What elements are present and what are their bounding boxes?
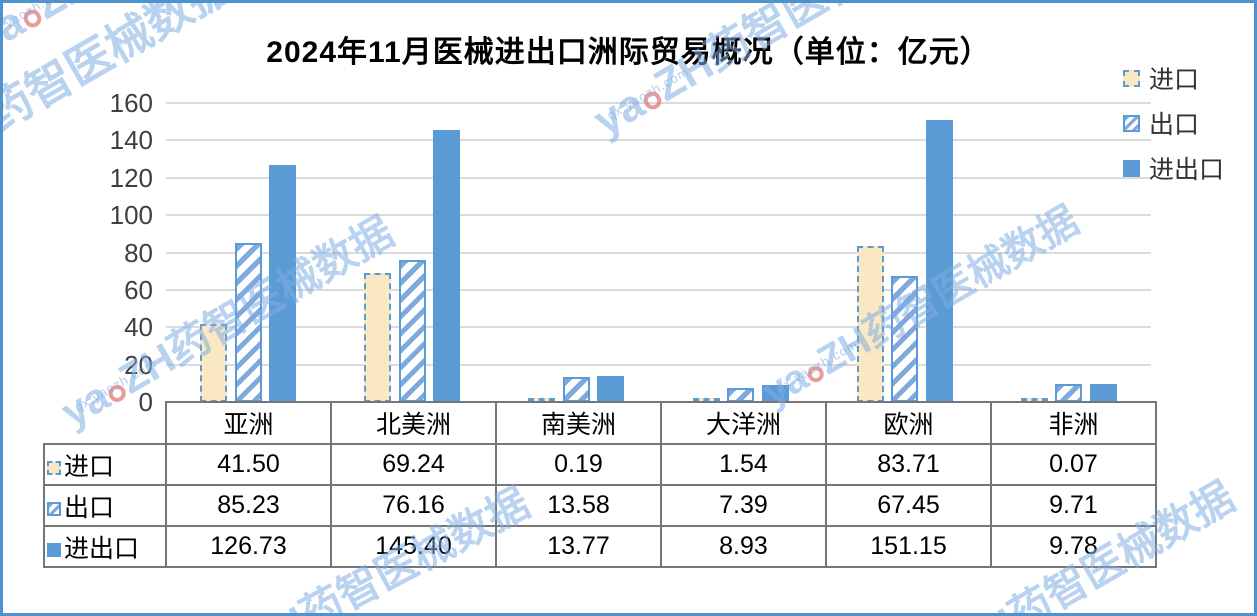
- table-cell: 83.71: [825, 443, 992, 486]
- table-cell: 1.54: [660, 443, 827, 486]
- bar-export-0: [234, 242, 262, 402]
- table-cell: 151.15: [825, 525, 992, 568]
- bar-total-4: [925, 119, 953, 402]
- table-row: 进口 41.50 69.24 0.19 1.54 83.71 0.07: [43, 443, 1157, 486]
- y-axis-tick-label: 140: [109, 125, 153, 156]
- watermark-brand: ZH: [0, 96, 3, 172]
- bar-import-1: [364, 272, 392, 402]
- table-header-cell: 大洋洲: [660, 401, 827, 445]
- gridline: [166, 139, 1151, 142]
- bar-total-0: [269, 165, 297, 402]
- legend-label: 出口: [1149, 111, 1200, 139]
- watermark-brand: ZH: [26, 3, 101, 29]
- legend-item-total: 进出口: [1123, 150, 1224, 186]
- y-axis-tick-label: 40: [124, 312, 153, 343]
- watermark-brand: ZH: [243, 597, 315, 613]
- legend-label: 进口: [1149, 66, 1200, 94]
- table-cell: 76.16: [330, 484, 497, 527]
- plot-area: [166, 103, 1151, 402]
- table-cell: 145.40: [330, 525, 497, 568]
- table-row-label: 出口: [43, 484, 167, 527]
- table-cell: 9.71: [990, 484, 1157, 527]
- table-row: 出口 85.23 76.16 13.58 7.39 67.45 9.71: [43, 484, 1157, 527]
- gridline: [166, 102, 1151, 104]
- table-header-cell: 非洲: [990, 401, 1157, 445]
- legend-item-export: 出口: [1123, 105, 1199, 141]
- bar-export-5: [1055, 383, 1083, 402]
- y-axis-tick-label: 60: [124, 274, 153, 305]
- bar-export-2: [562, 376, 590, 402]
- data-table: 亚洲 北美洲 南美洲 大洋洲 欧洲 非洲 进口 41.50 69.24 0.19 1.54 83.71…: [43, 401, 1157, 568]
- y-axis-tick-label: 80: [124, 237, 153, 268]
- table-row-label: 进出口: [43, 525, 167, 568]
- bar-import-4: [856, 245, 884, 402]
- table-cell: 69.24: [330, 443, 497, 486]
- legend-swatch-total-icon: [1123, 159, 1140, 177]
- watermark-brand: ZH: [952, 599, 1024, 613]
- table-row: 进出口 126.73 145.40 13.77 8.93 151.15 9.78: [43, 525, 1157, 568]
- legend-item-import: 进口: [1123, 60, 1199, 96]
- table-cell: 85.23: [165, 484, 332, 527]
- table-cell: 0.19: [495, 443, 662, 486]
- row-swatch-import-icon: [47, 460, 61, 475]
- bar-import-2: [528, 398, 556, 402]
- legend-label: 进出口: [1149, 156, 1225, 184]
- bar-total-3: [761, 385, 789, 402]
- bar-export-4: [891, 275, 919, 402]
- bar-import-3: [692, 398, 720, 402]
- table-header-row: 亚洲 北美洲 南美洲 大洋洲 欧洲 非洲: [44, 401, 1157, 445]
- y-axis-tick-label: 20: [124, 349, 153, 380]
- table-cell: 67.45: [825, 484, 992, 527]
- table-cell: 0.07: [990, 443, 1157, 486]
- table-header-cell: 北美洲: [330, 401, 497, 445]
- table-header-cell: 南美洲: [495, 401, 662, 445]
- y-axis-tick-label: 160: [109, 88, 153, 118]
- table-cell: 13.58: [495, 484, 662, 527]
- table-corner-cell: [44, 402, 166, 444]
- bar-import-0: [200, 324, 228, 402]
- table-cell: 126.73: [165, 525, 332, 568]
- row-swatch-export-icon: [47, 501, 61, 516]
- gridline: [166, 176, 1151, 179]
- y-axis-tick-label: 120: [109, 162, 153, 193]
- gridline: [166, 214, 1151, 217]
- bar-import-5: [1020, 398, 1048, 402]
- bar-total-5: [1089, 383, 1117, 402]
- gridline: [166, 251, 1151, 254]
- legend-swatch-export-icon: [1123, 114, 1140, 132]
- gridline: [166, 326, 1151, 329]
- y-axis-tick-label: 100: [109, 200, 153, 231]
- bar-total-2: [597, 376, 625, 402]
- table-cell: 9.78: [990, 525, 1157, 568]
- chart-title: 2024年11月医械进出口洲际贸易概况（单位：亿元）: [266, 36, 991, 69]
- y-axis-tick-label: 0: [138, 387, 153, 417]
- gridline: [166, 363, 1151, 366]
- table-cell: 41.50: [165, 443, 332, 486]
- bar-export-3: [727, 388, 755, 402]
- legend-swatch-import-icon: [1123, 69, 1140, 87]
- bar-total-1: [433, 130, 461, 402]
- bar-export-1: [398, 259, 426, 402]
- table-header-cell: 欧洲: [825, 401, 992, 445]
- table-row-label: 进口: [43, 443, 167, 486]
- row-swatch-total-icon: [47, 542, 61, 557]
- table-header-cell: 亚洲: [165, 401, 332, 445]
- gridline: [166, 288, 1151, 291]
- table-cell: 13.77: [495, 525, 662, 568]
- table-cell: 8.93: [660, 525, 827, 568]
- table-cell: 7.39: [660, 484, 827, 527]
